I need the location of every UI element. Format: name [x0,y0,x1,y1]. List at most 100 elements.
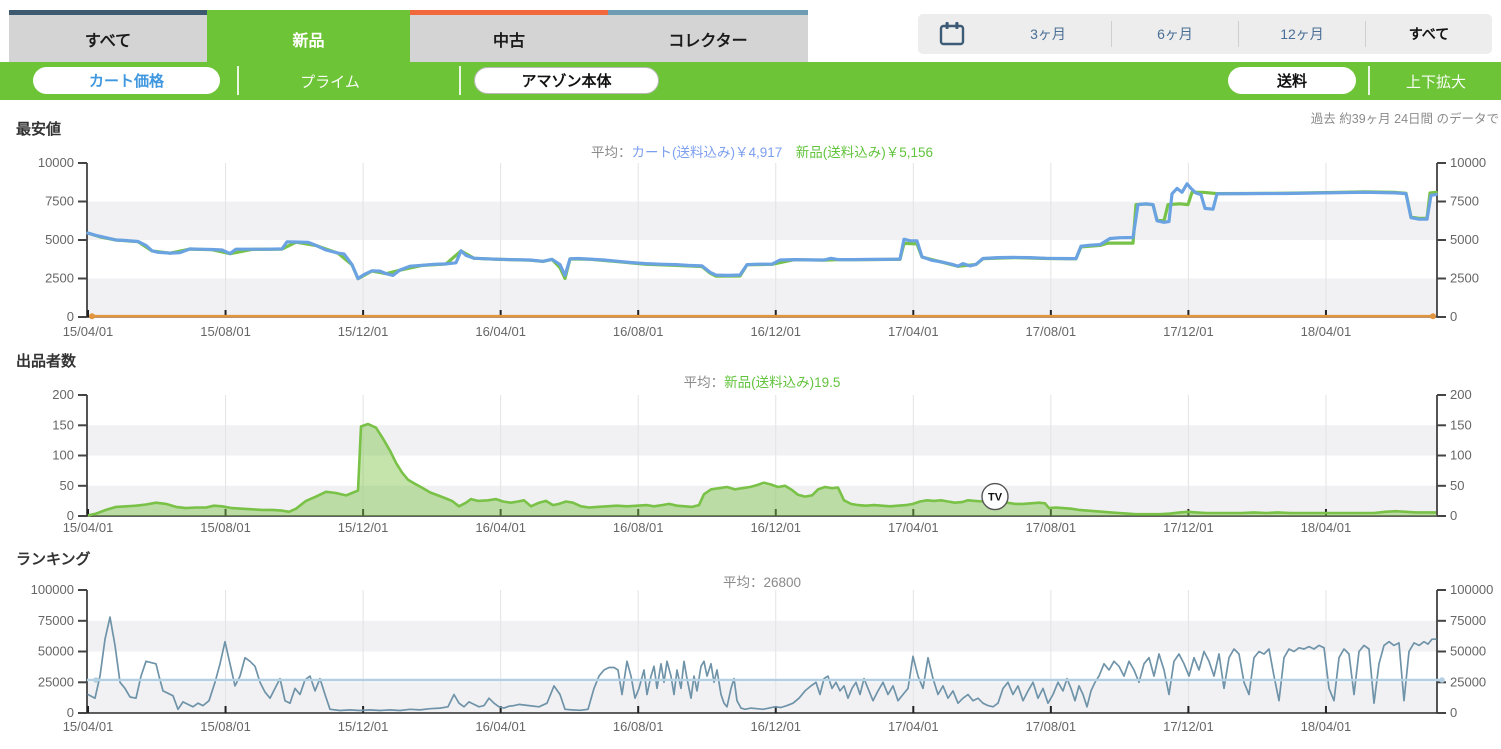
tab-new-active[interactable]: 新品 [207,10,410,62]
seller-count-title: 出品者数 [16,353,77,370]
plot-band [87,163,1437,202]
y-axis-label: 100000 [1450,583,1493,597]
range-divider [1365,21,1366,47]
tv-badge[interactable]: TV [981,482,1009,511]
y-axis-label: 50000 [1450,644,1486,659]
cart-price-toggle[interactable]: カート価格 [33,67,220,94]
y-axis-label: 150 [52,417,74,432]
amazon-itself-toggle[interactable]: アマゾン本体 [474,67,659,94]
plot-band [87,425,1437,456]
average-line-dot [1439,677,1445,683]
rank-line [87,616,1437,712]
x-axis-label: 17/04/01 [888,520,939,535]
seller-count-chart: 0 0 50 50 100 100 150 150 200 200 15/04/01 15/08/01… [52,387,1472,535]
y-axis-label: 100 [52,448,74,463]
x-axis-label: 16/12/01 [750,324,801,339]
plot-band [87,590,1437,621]
x-axis-label: 17/08/01 [1026,324,1077,339]
x-axis-label: 16/04/01 [475,520,526,535]
tab-new-label: 新品 [292,32,325,50]
lowest-price-average-annotation: 平均：カート(送料込み)￥4,917 新品(送料込み)￥5,156 [87,141,1437,161]
tab-collector[interactable]: コレクター [608,10,808,62]
ranking-average-annotation: 平均：26800 [87,571,1437,591]
x-axis-label: 15/04/01 [63,520,114,535]
prime-toggle[interactable]: プライム [270,62,390,100]
y-axis-label: 75000 [1450,613,1486,628]
y-axis-label: 7500 [1450,194,1479,209]
x-axis-label: 15/08/01 [200,520,251,535]
x-axis-label: 17/12/01 [1163,520,1214,535]
range-all-selected[interactable]: すべて [1408,26,1450,42]
y-axis-label: 0 [67,705,74,720]
plot-band [87,651,1437,683]
new_count-area [87,424,1437,516]
y-axis-label: 150 [1450,417,1472,432]
shipping-label: 送料 [1276,73,1307,90]
plot-hover-area[interactable] [87,590,1437,713]
plot-hover-area[interactable] [87,163,1437,317]
y-axis-label: 0 [67,508,74,523]
x-axis-label: 16/12/01 [750,520,801,535]
y-axis-label: 2500 [45,271,74,286]
x-axis-label: 16/12/01 [750,719,801,734]
x-axis-label: 17/08/01 [1026,520,1077,535]
data-period-note: 過去 約39ヶ月 24日間 のデータで [1310,112,1499,126]
x-axis-label: 15/04/01 [63,719,114,734]
toolbar-divider [1368,66,1370,95]
plot-band [87,455,1437,486]
x-axis-label: 15/12/01 [338,719,389,734]
y-axis-label: 7500 [45,194,74,209]
plot-band [87,620,1437,652]
x-axis-label: 17/12/01 [1163,719,1214,734]
range-6months[interactable]: 6ヶ月 [1157,26,1193,42]
x-axis-label: 18/04/01 [1301,719,1352,734]
seller-count-average-annotation: 平均：新品(送料込み)19.5 [87,371,1437,391]
average-text: 新品(送料込み)￥5,156 [795,145,934,160]
x-axis-label: 16/08/01 [613,719,664,734]
y-axis-label: 0 [1450,508,1457,523]
range-3months[interactable]: 3ヶ月 [1030,26,1066,42]
shipping-toggle[interactable]: 送料 [1228,67,1356,94]
x-axis-label: 16/04/01 [475,719,526,734]
y-axis-label: 5000 [45,232,74,247]
tab-used[interactable]: 中古 [410,10,608,62]
vertical-zoom-label: 上下拡大 [1405,73,1466,91]
y-axis-label: 100000 [31,583,74,597]
used-end-dot [1430,313,1436,320]
vertical-zoom-button[interactable]: 上下拡大 [1388,62,1484,100]
svg-text:TV: TV [988,492,1003,504]
used-end-dot [89,313,95,320]
y-axis-label: 25000 [38,674,74,689]
x-axis-label: 15/08/01 [200,719,251,734]
range-12months[interactable]: 12ヶ月 [1280,26,1324,42]
x-axis-label: 16/08/01 [613,520,664,535]
series-toolbar: カート価格 プライム アマゾン本体 送料 上下拡大 [0,62,1501,100]
plot-band [87,682,1437,714]
plot-band [87,278,1437,317]
ranking-chart: 0 0 25000 25000 50000 50000 75000 75000 100000 10… [31,583,1494,734]
y-axis-label: 75000 [38,613,74,628]
lowest-price-title: 最安値 [16,121,62,138]
plot-band [87,485,1437,517]
plot-hover-area[interactable] [87,395,1437,516]
x-axis-label: 17/08/01 [1026,719,1077,734]
y-axis-label: 10000 [38,156,74,170]
tab-all-label: すべて [84,32,132,50]
y-axis-label: 100 [1450,448,1472,463]
y-axis-label: 25000 [1450,674,1486,689]
x-axis-label: 18/04/01 [1301,520,1352,535]
average-text: 平均：26800 [722,575,802,590]
y-axis-label: 0 [1450,309,1457,324]
x-axis-label: 17/04/01 [888,719,939,734]
x-axis-label: 17/04/01 [888,324,939,339]
x-axis-label: 17/12/01 [1163,324,1214,339]
y-axis-label: 200 [52,387,74,402]
x-axis-label: 16/08/01 [613,324,664,339]
x-axis-label: 18/04/01 [1301,324,1352,339]
lowest-price-chart: 0 0 2500 2500 5000 5000 7500 7500 10000 10000 15/0… [38,156,1486,339]
amazon-itself-label: アマゾン本体 [521,73,612,90]
cart-line [86,182,1438,281]
y-axis-label: 50 [1450,478,1464,493]
tab-all[interactable]: すべて [9,10,207,62]
